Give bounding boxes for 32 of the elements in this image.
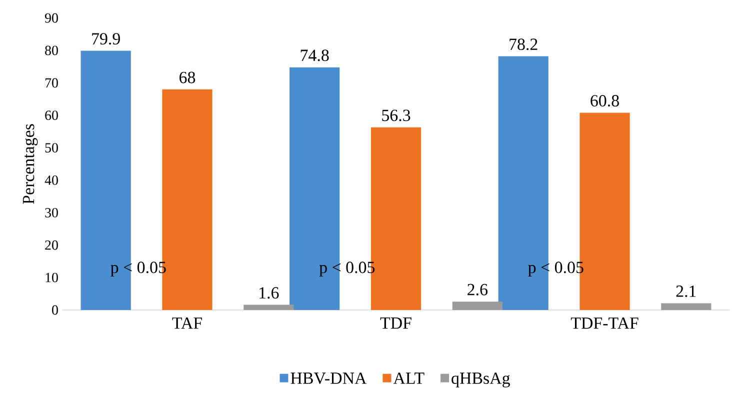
- bar: [244, 304, 294, 310]
- legend-label: qHBsAg: [452, 372, 510, 388]
- bar: [661, 303, 712, 310]
- y-tick-label: 90: [44, 13, 58, 23]
- data-label: 2.1: [676, 286, 696, 298]
- bar: [80, 50, 131, 310]
- y-tick-label: 20: [45, 240, 58, 250]
- data-label: 79.9: [92, 33, 120, 45]
- y-tick-label: 0: [52, 305, 58, 315]
- y-axis-title: Percentages: [22, 124, 38, 204]
- y-tick-label: 10: [46, 272, 58, 282]
- y-tick-label: 70: [45, 78, 58, 88]
- data-label: 60.8: [590, 95, 619, 107]
- y-tick-label: 50: [45, 143, 58, 152]
- y-tick-label: 40: [44, 176, 58, 185]
- x-tick-label: TDF-TAF: [570, 318, 638, 329]
- data-label: 78.2: [510, 38, 538, 50]
- x-tick-label: TDF: [380, 318, 412, 329]
- data-label: 2.6: [468, 284, 488, 296]
- legend-label: HBV-DNA: [290, 372, 367, 384]
- bar: [290, 67, 340, 310]
- data-label: 68: [180, 72, 196, 84]
- y-tick-label: 60: [45, 110, 58, 120]
- data-label: 56.3: [382, 110, 410, 122]
- y-tick-label: 30: [45, 208, 58, 218]
- y-tick-label: 80: [45, 46, 58, 56]
- bar: [452, 302, 502, 310]
- data-label: 74.8: [300, 50, 329, 62]
- legend-label: ALT: [393, 372, 424, 384]
- data-label: 1.6: [260, 287, 279, 299]
- bar: [498, 56, 548, 310]
- x-tick-label: TAF: [172, 318, 202, 329]
